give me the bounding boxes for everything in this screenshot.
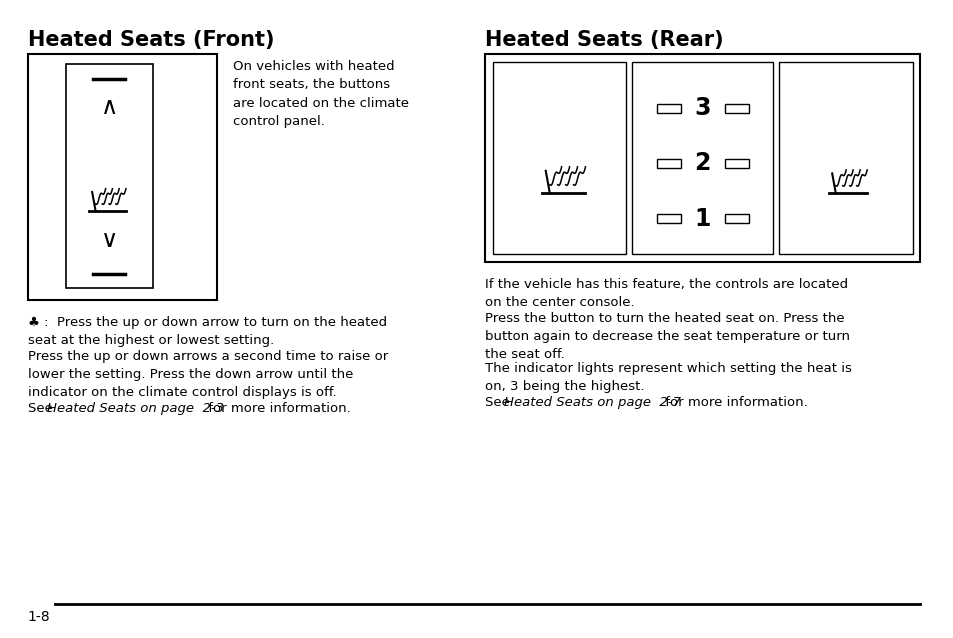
Text: The indicator lights represent which setting the heat is
on, 3 being the highest: The indicator lights represent which set… bbox=[484, 362, 851, 393]
Text: ∧: ∧ bbox=[101, 95, 118, 119]
Text: Press the up or down arrows a second time to raise or
lower the setting. Press t: Press the up or down arrows a second tim… bbox=[28, 350, 388, 399]
Bar bbox=[724, 214, 748, 223]
Bar bbox=[657, 214, 680, 223]
Text: See: See bbox=[484, 396, 514, 408]
Bar bbox=[66, 64, 152, 288]
Bar bbox=[28, 54, 216, 300]
Text: Press the button to turn the heated seat on. Press the
button again to decrease : Press the button to turn the heated seat… bbox=[484, 312, 849, 361]
Text: 3: 3 bbox=[694, 96, 710, 121]
Bar bbox=[493, 61, 625, 255]
Text: 1-8: 1-8 bbox=[28, 611, 51, 624]
Text: 2: 2 bbox=[694, 151, 710, 175]
Bar bbox=[632, 61, 773, 255]
Bar bbox=[484, 54, 920, 262]
Text: If the vehicle has this feature, the controls are located
on the center console.: If the vehicle has this feature, the con… bbox=[484, 278, 847, 309]
Bar bbox=[657, 104, 680, 113]
Text: See: See bbox=[28, 401, 57, 415]
Bar bbox=[724, 104, 748, 113]
Text: Heated Seats on page  2-3: Heated Seats on page 2-3 bbox=[47, 401, 224, 415]
Text: ∨: ∨ bbox=[101, 228, 118, 253]
Text: for more information.: for more information. bbox=[660, 396, 807, 408]
Text: Heated Seats on page  2-7: Heated Seats on page 2-7 bbox=[503, 396, 680, 408]
Text: Heated Seats (Rear): Heated Seats (Rear) bbox=[484, 30, 723, 50]
Bar bbox=[724, 159, 748, 168]
Bar bbox=[657, 159, 680, 168]
Text: for more information.: for more information. bbox=[204, 401, 350, 415]
Text: On vehicles with heated
front seats, the buttons
are located on the climate
cont: On vehicles with heated front seats, the… bbox=[233, 59, 408, 128]
Text: 1: 1 bbox=[694, 207, 710, 230]
Bar bbox=[779, 61, 912, 255]
Text: Heated Seats (Front): Heated Seats (Front) bbox=[28, 30, 274, 50]
Text: ♣ :  Press the up or down arrow to turn on the heated
seat at the highest or low: ♣ : Press the up or down arrow to turn o… bbox=[28, 316, 387, 347]
